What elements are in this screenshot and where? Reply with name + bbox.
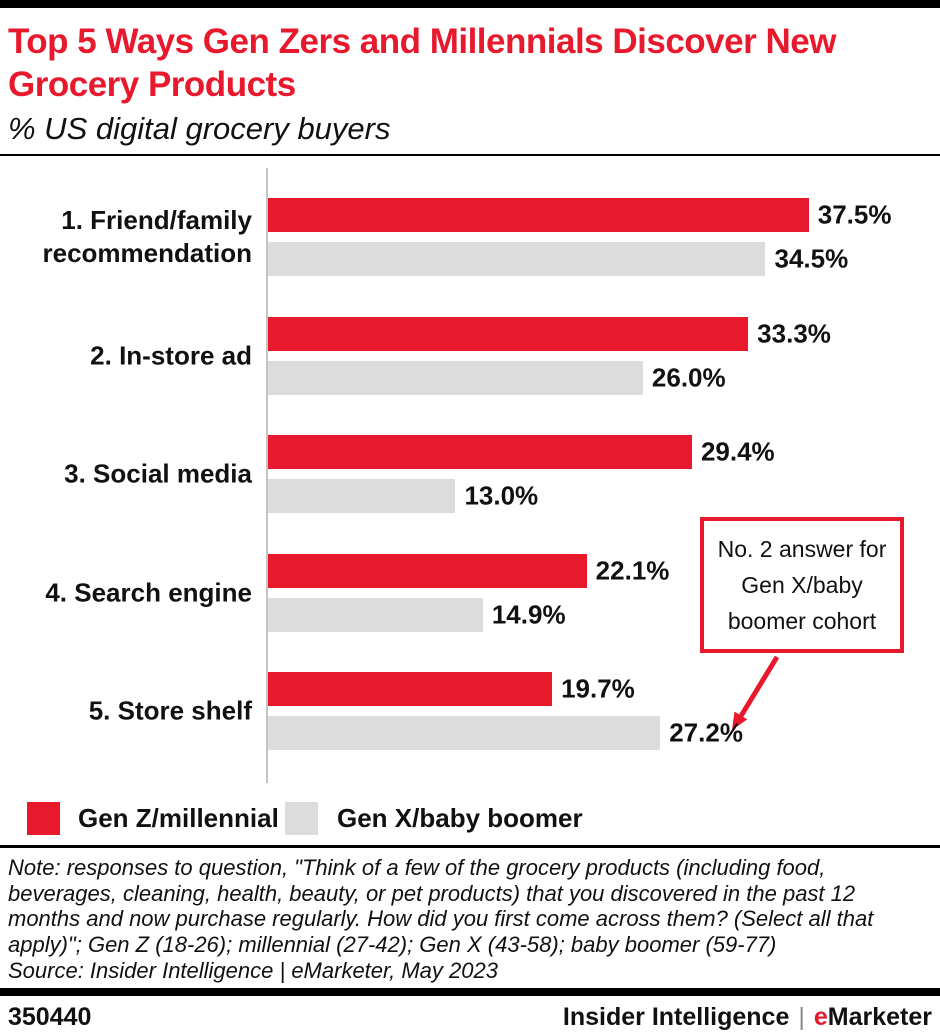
value-label: 33.3% [757, 318, 831, 348]
category-label: 5. Store shelf [88, 695, 252, 726]
legend-label-genz-millennial: Gen Z/millennial [78, 803, 279, 833]
chart-id: 350440 [8, 1003, 92, 1031]
value-label: 29.4% [700, 436, 775, 467]
category-label: 4. Search engine [45, 577, 252, 607]
legend-label-genx-boomer: Gen X/baby boomer [337, 803, 583, 833]
brand-insider-intelligence: Insider Intelligence [562, 1003, 790, 1031]
callout-arrow-icon [732, 655, 780, 730]
value-label: 34.5% [774, 243, 849, 274]
brand-emarketer-e: e [813, 1003, 828, 1031]
bar-genz-millennial [268, 672, 553, 706]
legend-swatch-genz-millennial [27, 802, 60, 835]
category-label: 2. In-store ad [90, 340, 252, 370]
brand-lockup: Insider Intelligence | eMarketer [563, 1003, 932, 1032]
top-border-bar [0, 0, 940, 8]
bar-genz-millennial [268, 198, 809, 232]
y-axis-line [266, 168, 268, 783]
legend: Gen Z/millennial Gen X/baby boomer [0, 793, 940, 848]
brand-separator: | [798, 1003, 805, 1031]
chart-title: Top 5 Ways Gen Zers and Millennials Disc… [8, 22, 836, 104]
bar-genx-boomer [268, 479, 456, 513]
value-label: 37.5% [817, 199, 892, 230]
bar-genx-boomer [268, 597, 483, 632]
value-label: 19.7% [561, 673, 635, 704]
category-label: 1. Friend/family recommendation [42, 205, 253, 268]
brand-emarketer-rest: Marketer [827, 1003, 932, 1031]
header: Top 5 Ways Gen Zers and Millennials Disc… [0, 8, 940, 147]
bar-genz-millennial [268, 435, 692, 469]
note-text: Note: responses to question, "Think of a… [8, 855, 874, 957]
source-text: Source: Insider Intelligence | eMarketer… [8, 958, 498, 983]
footer: 350440 Insider Intelligence | eMarketer [0, 996, 940, 1032]
value-label: 22.1% [595, 555, 670, 585]
value-label: 13.0% [464, 480, 539, 511]
value-label: 14.9% [491, 599, 566, 629]
bar-genx-boomer [268, 242, 766, 276]
bar-genz-millennial [268, 553, 587, 588]
header-divider [0, 154, 940, 156]
footer-divider-bar [0, 988, 940, 996]
value-label: 26.0% [651, 362, 726, 392]
bar-genx-boomer [268, 716, 661, 750]
note-block: Note: responses to question, "Think of a… [0, 848, 940, 988]
category-label: 3. Social media [64, 458, 252, 489]
value-label: 27.2% [669, 717, 743, 748]
chart-subtitle: % US digital grocery buyers [8, 111, 391, 146]
bar-chart: No. 2 answer for Gen X/baby boomer cohor… [0, 156, 940, 793]
callout-text: No. 2 answer for Gen X/baby boomer cohor… [717, 536, 887, 634]
bar-genz-millennial [268, 316, 749, 351]
bar-genx-boomer [268, 360, 643, 395]
callout-box: No. 2 answer for Gen X/baby boomer cohor… [700, 517, 904, 653]
legend-swatch-genx-boomer [285, 802, 318, 835]
